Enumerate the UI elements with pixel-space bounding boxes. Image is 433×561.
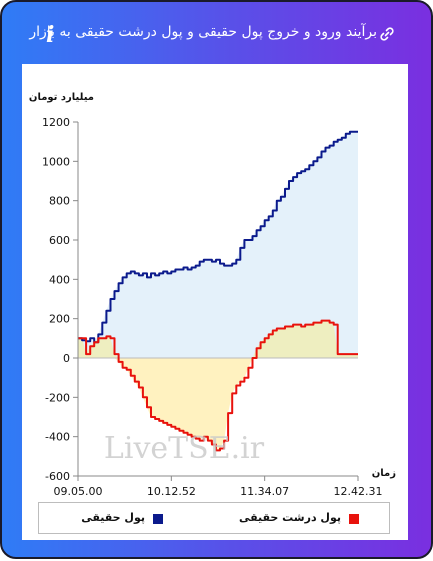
y-tick-label: -400 bbox=[45, 431, 70, 444]
link-icon[interactable] bbox=[379, 26, 395, 42]
info-icon[interactable]: i bbox=[46, 22, 55, 48]
y-tick-label: 1000 bbox=[42, 155, 70, 168]
line-big bbox=[78, 319, 358, 452]
y-tick-label: 600 bbox=[49, 234, 70, 247]
x-tick-label: 11.34.07 bbox=[240, 485, 289, 498]
y-tick-label: 200 bbox=[49, 313, 70, 326]
y-tick-label: 800 bbox=[49, 195, 70, 208]
legend-label-real: پول حقیقی bbox=[81, 511, 145, 524]
y-tick-label: 0 bbox=[63, 352, 70, 365]
x-tick-label: 12.42.31 bbox=[334, 485, 383, 498]
y-tick-label: 400 bbox=[49, 273, 70, 286]
card-header: برآیند ورود و خروج پول حقیقی و پول درشت … bbox=[2, 2, 433, 64]
legend-swatch-big bbox=[349, 514, 359, 524]
x-tick-label: 09.05.00 bbox=[54, 485, 103, 498]
chart-title: برآیند ورود و خروج پول حقیقی و پول درشت … bbox=[29, 24, 377, 40]
legend-item-big[interactable]: پول درشت حقیقی bbox=[219, 511, 359, 527]
legend-label-big: پول درشت حقیقی bbox=[238, 511, 341, 524]
legend: پول حقیقی پول درشت حقیقی bbox=[38, 502, 390, 534]
y-tick-label: -200 bbox=[45, 391, 70, 404]
y-ticks: -600 -400 -200 0 200 400 600 800 1000 1200 bbox=[42, 116, 78, 483]
line-real bbox=[78, 130, 358, 344]
x-tick-label: 10.12.52 bbox=[147, 485, 196, 498]
x-ticks: 09.05.00 10.12.52 11.34.07 12.42.31 bbox=[54, 476, 383, 498]
watermark: LiveTSE.ir bbox=[104, 431, 265, 466]
y-axis-title: میلیارد تومان bbox=[29, 92, 94, 103]
plot-area bbox=[78, 130, 358, 452]
legend-swatch-real bbox=[153, 514, 163, 524]
x-axis-title: زمان bbox=[372, 468, 396, 479]
y-tick-label: -600 bbox=[45, 470, 70, 483]
area-big-negative bbox=[78, 358, 358, 451]
legend-item-real[interactable]: پول حقیقی bbox=[53, 511, 163, 527]
area-big-positive bbox=[78, 320, 358, 358]
y-tick-label: 1200 bbox=[42, 116, 70, 129]
